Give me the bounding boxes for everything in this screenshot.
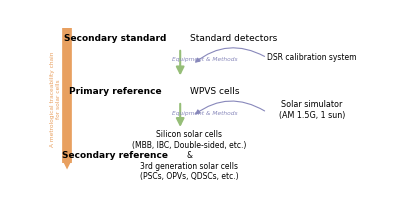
Text: Secondary standard: Secondary standard xyxy=(64,34,166,43)
Text: Primary reference: Primary reference xyxy=(69,87,162,96)
Text: WPVS cells: WPVS cells xyxy=(190,87,239,96)
Text: A metrological traceability chain
for solar cells: A metrological traceability chain for so… xyxy=(50,52,61,147)
Text: Secondary reference: Secondary reference xyxy=(62,151,168,160)
Text: Silicon solar cells
(MBB, IBC, Double-sided, etc.)
&
3rd generation solar cells
: Silicon solar cells (MBB, IBC, Double-si… xyxy=(132,130,247,181)
Text: Equipment & Methods: Equipment & Methods xyxy=(172,57,238,62)
Text: Solar simulator
(AM 1.5G, 1 sun): Solar simulator (AM 1.5G, 1 sun) xyxy=(279,100,345,120)
Text: Equipment & Methods: Equipment & Methods xyxy=(172,111,238,116)
Text: DSR calibration system: DSR calibration system xyxy=(267,53,357,62)
Text: Standard detectors: Standard detectors xyxy=(190,34,277,43)
